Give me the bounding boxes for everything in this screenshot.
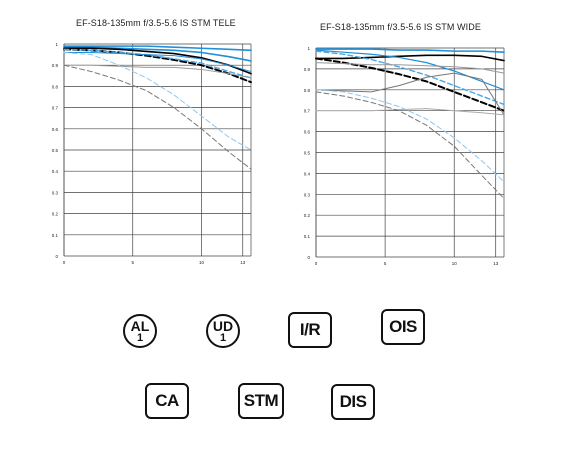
- ud1-icon-main: UD: [212, 317, 234, 334]
- wide-series-line-6: [315, 72, 505, 116]
- wide-y-tick-label: 0.8: [304, 88, 311, 93]
- wide-y-tick-label: 0: [307, 255, 310, 260]
- wide-series-line-3: [315, 50, 505, 106]
- tele-x-tick-label: 10: [199, 260, 205, 265]
- ca-icon: CA: [145, 383, 189, 419]
- wide-y-tick-label: 1: [307, 46, 310, 51]
- dis-icon-main: DIS: [339, 392, 367, 411]
- wide-series-line-0: [315, 48, 505, 53]
- al1-icon-sub: 1: [136, 331, 144, 344]
- ir-icon-main: I/R: [299, 320, 321, 339]
- ois-icon-main: OIS: [389, 317, 417, 336]
- dis-icon: DIS: [331, 384, 375, 420]
- tele-x-tick-label: 13: [240, 260, 246, 265]
- stm-icon-main: STM: [243, 391, 279, 410]
- chart-title-wide: EF-S18-135mm f/3.5-5.6 IS STM WIDE: [320, 22, 481, 32]
- wide-y-tick-label: 0.3: [304, 192, 311, 197]
- wide-y-tick-label: 0.4: [304, 171, 311, 176]
- tele-x-tick-label: 5: [131, 260, 134, 265]
- ud1-icon: UD 1: [206, 314, 240, 348]
- tele-y-tick-label: 0.3: [52, 190, 59, 195]
- tele-series-line-5: [63, 51, 252, 73]
- wide-series-line-2: [315, 49, 505, 91]
- tele-series-line-7: [63, 51, 252, 151]
- stm-icon: STM: [238, 383, 284, 419]
- tele-y-tick-label: 1: [55, 42, 58, 47]
- wide-x-tick-label: 13: [493, 261, 499, 266]
- wide-series-line-1: [315, 54, 505, 62]
- tele-y-tick-label: 0.1: [52, 233, 59, 238]
- al1-icon: AL 1: [123, 314, 157, 348]
- ca-icon-main: CA: [155, 391, 179, 410]
- tele-y-tick-label: 0.6: [52, 127, 59, 132]
- wide-series-line-8: [315, 89, 505, 183]
- tele-y-tick-label: 0: [55, 254, 58, 259]
- wide-y-tick-label: 0.5: [304, 151, 311, 156]
- wide-y-tick-label: 0.9: [304, 67, 311, 72]
- wide-series-line-4: [315, 57, 505, 112]
- wide-y-tick-label: 0.7: [304, 109, 311, 114]
- wide-series-line-9: [315, 91, 505, 199]
- al1-icon-main: AL: [130, 317, 150, 334]
- tele-y-tick-label: 0.2: [52, 212, 59, 217]
- tele-series-line-6: [63, 64, 252, 79]
- tele-series-line-1: [63, 46, 252, 62]
- tele-series-line-8: [63, 64, 252, 170]
- tele-series-line-4: [63, 48, 252, 79]
- wide-y-tick-label: 0.6: [304, 130, 311, 135]
- ois-icon: OIS: [381, 309, 425, 345]
- wide-x-tick-label: 5: [384, 261, 387, 266]
- tele-y-tick-label: 0.9: [52, 63, 59, 68]
- tele-y-tick-label: 0.4: [52, 169, 59, 174]
- tele-y-tick-label: 0.8: [52, 84, 59, 89]
- wide-x-tick-label: 0: [315, 261, 318, 266]
- tele-series-line-0: [63, 45, 252, 52]
- ud1-icon-sub: 1: [219, 331, 227, 344]
- tele-y-tick-label: 0.7: [52, 106, 59, 111]
- wide-y-tick-label: 0.2: [304, 213, 311, 218]
- wide-series-line-5: [315, 62, 505, 74]
- wide-series-line-7: [315, 108, 505, 116]
- ir-icon: I/R: [288, 312, 332, 348]
- chart-title-tele: EF-S18-135mm f/3.5-5.6 IS STM TELE: [76, 18, 236, 28]
- tele-x-tick-label: 0: [63, 260, 66, 265]
- tele-y-tick-label: 0.5: [52, 148, 59, 153]
- wide-x-tick-label: 10: [452, 261, 458, 266]
- wide-y-tick-label: 0.1: [304, 234, 311, 239]
